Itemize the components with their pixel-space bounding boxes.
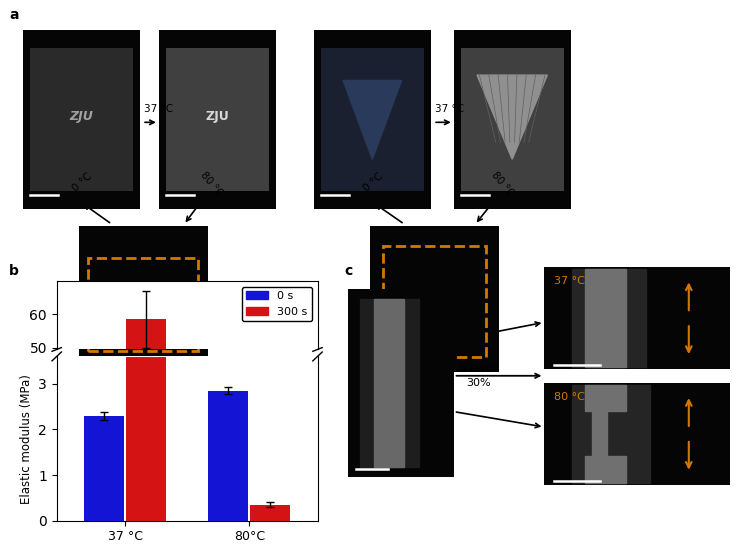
Text: 30%: 30% [466,378,491,388]
Bar [361,299,419,467]
Bar [593,412,607,456]
Bar [572,269,646,367]
Text: a: a [9,8,19,22]
Text: 80 °C: 80 °C [553,392,584,402]
Bar [126,356,166,521]
FancyBboxPatch shape [321,48,424,191]
Text: 37 °C: 37 °C [553,277,584,287]
Bar [250,505,290,521]
Text: ZJU: ZJU [206,110,229,123]
FancyBboxPatch shape [29,48,133,191]
Legend: 0 s, 300 s: 0 s, 300 s [242,287,312,321]
Text: 80 °C: 80 °C [490,170,516,198]
Bar [126,320,166,515]
Text: c: c [344,264,352,278]
Text: b: b [9,264,19,278]
Bar [585,385,626,412]
Bar [88,258,197,352]
Bar [572,385,650,483]
Y-axis label: Elastic modulus (MPa): Elastic modulus (MPa) [20,374,33,504]
Bar [585,269,626,367]
FancyBboxPatch shape [166,48,269,191]
Text: Stertch: Stertch [458,364,499,374]
Bar [374,299,404,467]
Polygon shape [343,80,401,159]
Text: 0 °C: 0 °C [361,171,385,194]
Text: 0 °C: 0 °C [71,171,94,194]
Text: 37 °C: 37 °C [144,104,174,114]
Bar [84,416,124,521]
Text: 80 °C: 80 °C [199,170,225,198]
Bar [208,391,248,521]
Bar [585,456,626,483]
FancyBboxPatch shape [460,48,564,191]
Bar [383,246,486,357]
Text: 37 °C: 37 °C [435,104,465,114]
Text: ZJU: ZJU [70,110,93,123]
Polygon shape [477,75,547,159]
